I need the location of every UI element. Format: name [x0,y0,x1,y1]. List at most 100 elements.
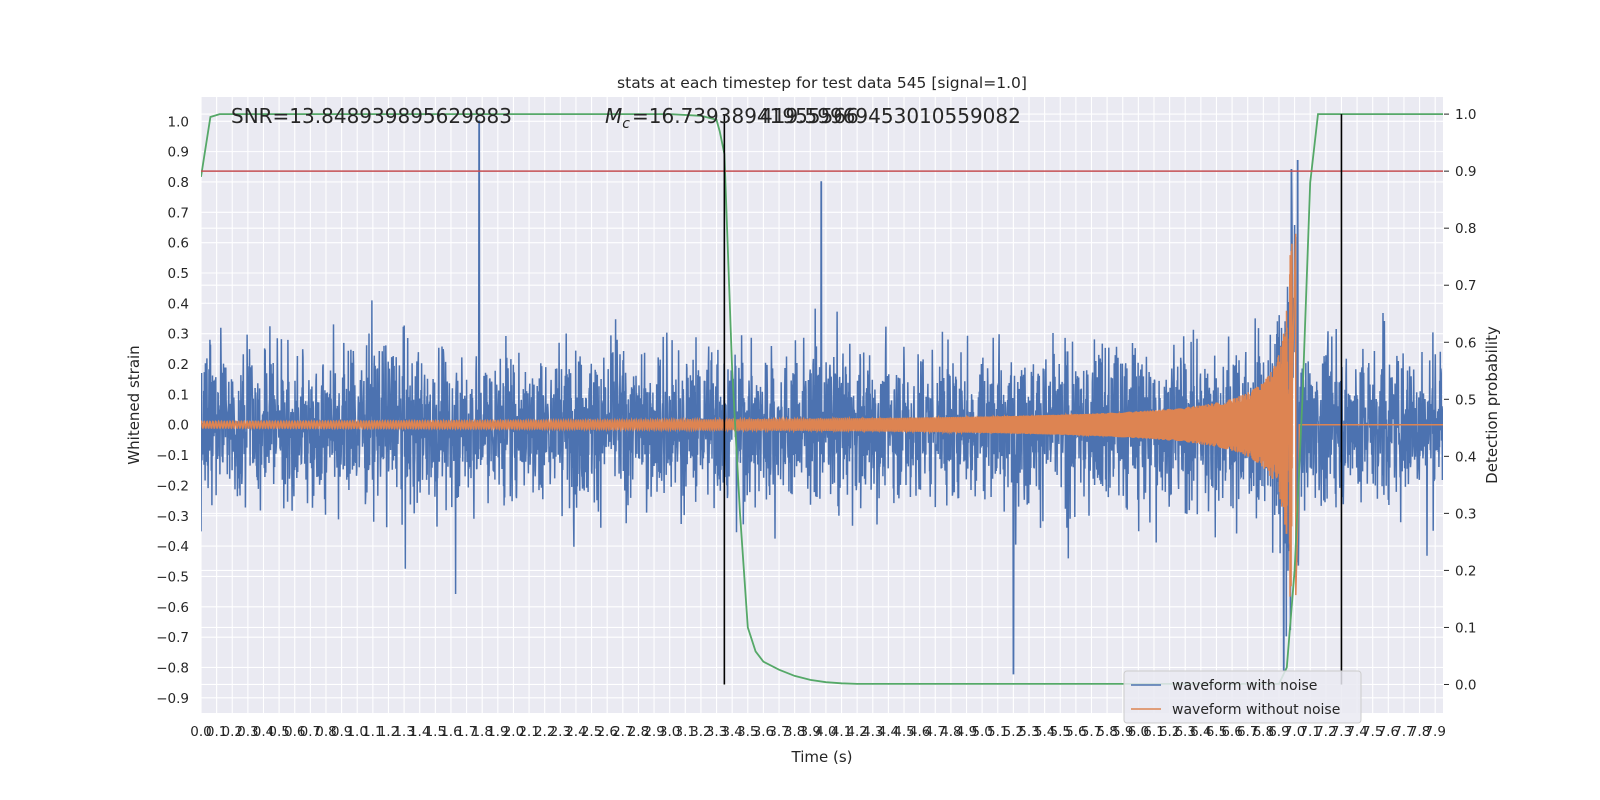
y-tick-label: 0.1 [168,387,189,403]
y-tick-label: −0.3 [156,509,189,525]
y-tick-label: 0.8 [168,175,189,191]
x-tick-label: 1.0 [346,724,367,740]
snr-annotation: SNR=13.848939895629883 [231,104,512,128]
x-tick-label: 5.0 [971,724,992,740]
legend: waveform with noise waveform without noi… [1123,670,1362,724]
x-axis-label: Time (s) [791,748,853,766]
x-tick-label: 7.9 [1424,724,1445,740]
y2-tick-label: 0.2 [1455,563,1476,579]
x-tick-label: 0.2 [222,724,243,740]
y-tick-label: 0.5 [168,266,189,282]
x-tick-label: 1.8 [471,724,492,740]
y-axis-label: Whitened strain [125,345,143,464]
legend-box [1123,670,1362,724]
y-tick-label: −0.6 [156,600,189,616]
x-tick-label: 6.9 [1268,724,1289,740]
x-tick-label: 6.2 [1159,724,1180,740]
x-tick-label: 3.6 [753,724,774,740]
x-tick-label: 6.6 [1221,724,1242,740]
x-tick-label: 6.8 [1253,724,1274,740]
x-tick-label: 2.7 [612,724,633,740]
x-tick-label: 1.3 [393,724,414,740]
x-tick-label: 7.6 [1378,724,1399,740]
y-tick-label: 0.7 [168,205,189,221]
chirp-mass-letter: M [605,104,622,128]
x-tick-label: 7.0 [1284,724,1305,740]
y-tick-label: 0.0 [168,418,189,434]
right-y-axis-ticks: 0.0 0.1 0.2 0.3 0.4 0.5 0.6 0.7 0.8 0.9 1.0 [1444,107,1476,693]
x-tick-label: 1.7 [456,724,477,740]
x-tick-label: 7.2 [1315,724,1336,740]
x-tick-label: 2.0 [503,724,524,740]
x-tick-label: 5.1 [987,724,1008,740]
x-tick-label: 6.7 [1237,724,1258,740]
x-tick-label: 1.6 [440,724,461,740]
x-tick-label: 1.4 [409,724,430,740]
x-tick-label: 2.3 [550,724,571,740]
y-tick-label: 0.2 [168,357,189,373]
x-tick-label: 2.2 [534,724,555,740]
x-tick-label: 2.9 [643,724,664,740]
y2-tick-label: 0.0 [1455,677,1476,693]
x-tick-label: 7.5 [1362,724,1383,740]
x-tick-label: 7.8 [1409,724,1430,740]
y2-tick-label: 0.4 [1455,449,1476,465]
y2-axis-label: Detection probability [1483,326,1501,484]
x-tick-label: 5.2 [1003,724,1024,740]
y2-tick-label: 0.5 [1455,392,1476,408]
x-tick-label: 3.1 [675,724,696,740]
x-tick-label: 1.9 [487,724,508,740]
x-tick-label: 5.7 [1081,724,1102,740]
x-tick-label: 0.6 [284,724,305,740]
x-tick-label: 4.1 [831,724,852,740]
x-tick-label: 6.1 [1143,724,1164,740]
event-markers [723,114,1343,685]
x-tick-label: 1.1 [362,724,383,740]
y-tick-label: 1.0 [168,114,189,130]
x-tick-label: 6.3 [1174,724,1195,740]
x-tick-label: 2.5 [581,724,602,740]
x-tick-label: 4.9 [956,724,977,740]
detection-probability-line [201,113,1443,685]
x-tick-label: 3.3 [706,724,727,740]
x-tick-label: 0.8 [315,724,336,740]
chart-title: stats at each timestep for test data 545… [617,74,1027,92]
x-tick-label: 5.5 [1050,724,1071,740]
chirp-mass-subscript: c [622,116,630,132]
x-tick-label: 5.8 [1096,724,1117,740]
x-tick-label: 4.2 [846,724,867,740]
x-tick-label: 1.2 [378,724,399,740]
x-tick-label: 5.3 [1018,724,1039,740]
y-tick-label: −0.2 [156,478,189,494]
y2-tick-label: 0.9 [1455,164,1476,180]
waveform-without-noise-line [201,233,1443,597]
y-tick-label: 0.3 [168,327,189,343]
legend-label-noise: waveform with noise [1172,678,1317,694]
x-tick-label: 2.1 [518,724,539,740]
y-tick-label: −0.8 [156,660,189,676]
x-tick-label: 3.2 [690,724,711,740]
y-tick-label: −0.9 [156,691,189,707]
y-tick-label: 0.6 [168,236,189,252]
y2-tick-label: 0.3 [1455,506,1476,522]
x-tick-label: 5.9 [1112,724,1133,740]
x-tick-label: 3.7 [768,724,789,740]
y-tick-label: −0.1 [156,448,189,464]
x-tick-label: 0.7 [300,724,321,740]
y2-tick-label: 0.7 [1455,278,1476,294]
x-tick-label: 6.0 [1128,724,1149,740]
x-tick-label: 3.8 [784,724,805,740]
x-tick-label: 4.5 [893,724,914,740]
y2-tick-label: 0.6 [1455,335,1476,351]
y-tick-label: −0.5 [156,569,189,585]
y-tick-label: −0.7 [156,630,189,646]
x-tick-label: 7.7 [1393,724,1414,740]
x-tick-label: 0.4 [253,724,274,740]
chirp-mass-annotation: =16.73938941955566 [632,104,859,128]
x-tick-label: 2.4 [565,724,586,740]
x-tick-label: 0.5 [268,724,289,740]
x-tick-label: 4.8 [940,724,961,740]
x-tick-label: 4.0 [815,724,836,740]
x-tick-label: 3.0 [659,724,680,740]
